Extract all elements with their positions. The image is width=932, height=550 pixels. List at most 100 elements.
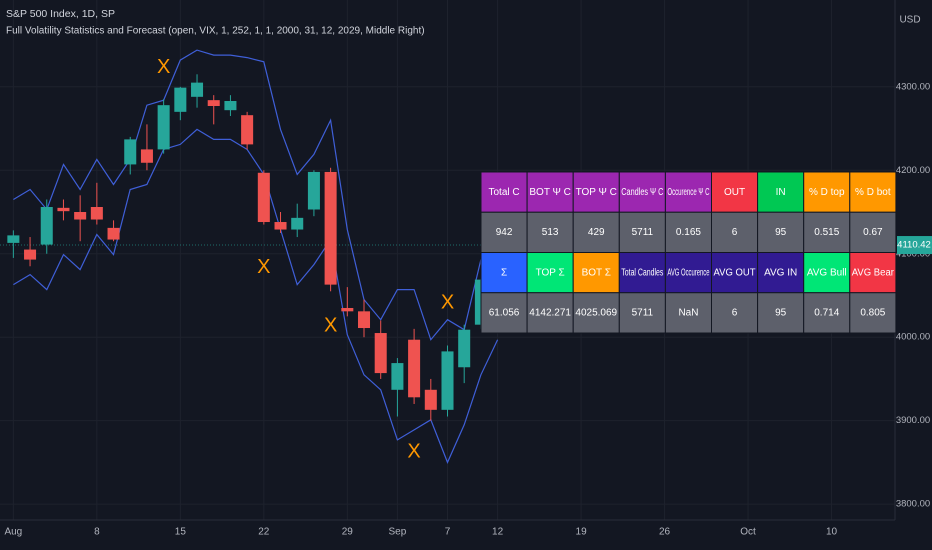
candle-body <box>174 87 187 112</box>
table-cell-text: 4142.271 <box>529 308 571 319</box>
table-cell-text: AVG Bull <box>807 267 847 278</box>
table-cell-text: 0.165 <box>676 227 701 238</box>
table-cell-text: 4025.069 <box>575 308 617 319</box>
candle-body <box>74 212 87 220</box>
candle-body <box>391 363 404 390</box>
x-tick-label: 10 <box>826 527 838 538</box>
table-cell-text: AVG OUT <box>714 267 756 278</box>
table-cell-text: AVG Occurence <box>667 267 709 278</box>
candle-body <box>107 227 120 240</box>
table-cell-text: 0.67 <box>863 227 883 238</box>
candle-body <box>307 171 320 210</box>
table-cell-text: 0.515 <box>814 227 839 238</box>
table-cell-text: TOP Σ <box>536 267 565 278</box>
table-cell <box>618 252 666 294</box>
table-cell <box>572 211 620 253</box>
plot: X X X X X <box>0 49 895 464</box>
candle-body <box>291 217 304 230</box>
y-unit: USD <box>899 15 920 26</box>
x-tick-label: 12 <box>492 527 504 538</box>
table-cell-text: 61.056 <box>489 308 520 319</box>
table-cell <box>803 252 851 294</box>
table-cell-text: 95 <box>775 308 787 319</box>
table-cell-text: Σ <box>501 267 507 278</box>
x-tick-label: 19 <box>576 527 588 538</box>
table-cell-text: % D bot <box>855 187 891 198</box>
table-cell-text: Total C <box>488 187 519 198</box>
table-cell <box>711 252 759 294</box>
candle-body <box>157 105 170 150</box>
table-cell-text: BOT Σ <box>582 267 611 278</box>
candle-body <box>40 206 53 245</box>
band-line <box>13 49 499 341</box>
table-cell <box>711 171 759 213</box>
table-cell-text: Total Candles <box>621 267 663 278</box>
candle-body <box>224 100 237 111</box>
candle-body <box>358 311 371 329</box>
table-cell-text: 6 <box>732 308 738 319</box>
candle-body <box>458 329 471 368</box>
candle-body <box>424 389 437 410</box>
y-tick-label: 4000.00 <box>896 332 930 343</box>
chart-title: S&P 500 Index, 1D, SP <box>6 8 115 20</box>
table-cell <box>849 211 897 253</box>
x-tick-label: 26 <box>659 527 671 538</box>
table-cell <box>757 252 805 294</box>
table-cell-text: BOT Ψ C <box>529 187 571 198</box>
table-cell <box>526 252 574 294</box>
candle-body <box>324 171 337 285</box>
table-cell-text: Candles Ψ C <box>621 187 663 198</box>
table-cell-text: AVG Bear <box>852 267 895 278</box>
candle-body <box>257 172 270 223</box>
table-cell-text: NaN <box>678 308 698 319</box>
table-cell <box>526 211 574 253</box>
table-cell-text: 942 <box>496 227 513 238</box>
candle-body <box>207 100 220 107</box>
candle-body <box>191 82 204 97</box>
table-cell <box>803 292 851 334</box>
candle-body <box>7 235 20 243</box>
signal-marker: X <box>441 291 454 313</box>
table-cell <box>664 292 713 334</box>
table-cell <box>849 292 897 334</box>
x-tick-label: Oct <box>740 527 756 538</box>
table-cell-text: 5711 <box>632 308 654 319</box>
candle-body <box>341 307 354 312</box>
candle-body <box>124 139 137 165</box>
table-cell-text: 0.714 <box>814 308 839 319</box>
candle-body <box>241 115 254 145</box>
table-cell-text: Occurence Ψ C <box>667 187 709 198</box>
axes: 3800.003900.004000.004100.004200.004300.… <box>4 81 932 538</box>
table-cell <box>618 292 666 334</box>
table-cell <box>572 252 620 294</box>
candle-body <box>24 249 37 260</box>
indicator-title: Full Volatility Statistics and Forecast … <box>6 26 425 37</box>
table-cell-text: IN <box>776 187 786 198</box>
table-cell <box>664 252 713 294</box>
y-tick-label: 4300.00 <box>896 81 930 92</box>
y-tick-label: 3900.00 <box>896 415 930 426</box>
table-cell <box>711 211 759 253</box>
table-cell <box>526 171 574 213</box>
signal-marker: X <box>324 315 337 337</box>
table-cell <box>572 171 620 213</box>
candle-body <box>274 222 287 230</box>
table-cell <box>618 171 666 213</box>
y-tick-label: 3800.00 <box>896 499 930 510</box>
table-cell <box>757 292 805 334</box>
x-tick-label: 22 <box>258 527 270 538</box>
x-tick-label: Aug <box>4 527 22 538</box>
signal-marker: X <box>257 256 270 278</box>
table-cell-text: % D top <box>809 187 845 198</box>
table-cell <box>526 292 574 334</box>
candle-body <box>57 207 70 212</box>
table-cell-text: 0.805 <box>860 308 885 319</box>
candle-body <box>140 149 153 163</box>
table-cell <box>480 292 528 334</box>
table-cell <box>849 252 897 294</box>
candle-body <box>90 206 103 220</box>
table-cell <box>664 211 713 253</box>
table-cell-text: 513 <box>542 227 559 238</box>
